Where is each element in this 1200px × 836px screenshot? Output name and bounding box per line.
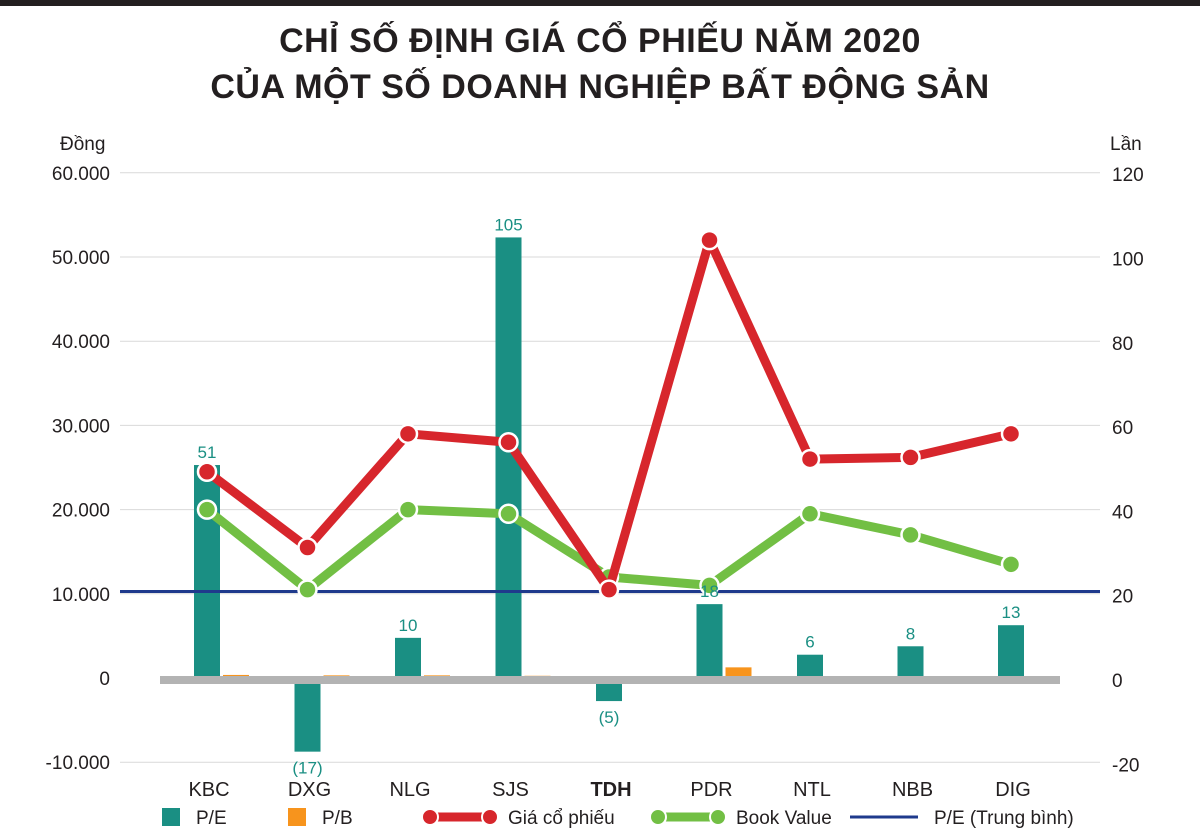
chart-title-line-2: CỦA MỘT SỐ DOANH NGHIỆP BẤT ĐỘNG SẢN [210,68,990,106]
left-tick-label: 50.000 [52,248,110,269]
stock-price-point [498,431,519,453]
left-axis-label: Đồng [60,134,105,155]
left-axis-ticks: -10.000 0 10.000 20.000 30.000 40.000 50.000 60… [46,164,110,774]
pe-bar [797,654,823,680]
stock-price-point [1000,423,1022,445]
legend-label: Book Value [736,808,832,829]
category-label: NTL [793,779,831,801]
left-tick-label: 20.000 [52,501,110,522]
zero-baseline [160,676,1060,684]
line-series [196,229,1022,600]
legend-swatch [288,808,306,826]
pe-data-label: 6 [805,633,814,652]
book-value-point [799,503,821,525]
pe-data-label: 18 [700,582,719,601]
pe-bar [696,604,723,680]
book-value-point [498,503,519,525]
right-axis-label: Lần [1110,134,1142,155]
chart-title-line-1: CHỈ SỐ ĐỊNH GIÁ CỔ PHIẾU NĂM 2020 [279,22,921,60]
pe-data-label: (17) [292,759,322,778]
right-tick-label: 0 [1112,671,1123,692]
stock-price-line [202,235,1016,595]
book-value-point [699,575,720,596]
book-value-point [397,499,419,520]
pe-data-label: 105 [494,215,522,234]
pe-bar [395,637,421,680]
left-tick-label: 0 [99,669,110,690]
stock-price-point [799,448,821,470]
book-value-point [1000,554,1022,575]
pe-bar [897,646,924,680]
legend-label: P/E (Trung bình) [934,808,1074,829]
legend: P/E P/B Giá cổ phiếu Book Value P/E (Trung b… [162,808,1074,829]
category-label: PDR [690,779,732,801]
right-tick-label: 20 [1112,587,1133,608]
stock-price-point [900,447,921,468]
stock-price-point [297,537,318,558]
category-labels: KBC DXG NLG SJS TDH PDR NTL NBB DIG [188,779,1030,801]
pe-data-label: 51 [198,443,217,462]
pe-bar [294,680,321,752]
right-axis-ticks: -20 0 20 40 60 80 100 120 [1112,165,1144,776]
right-tick-label: 40 [1112,502,1133,523]
pe-data-label: 8 [906,624,915,643]
legend-swatch-marker [709,808,727,826]
legend-label: P/E [196,808,227,829]
gridlines [120,172,1100,763]
right-tick-label: -20 [1112,755,1139,776]
left-tick-label: 10.000 [52,585,110,606]
category-label: KBC [188,779,229,801]
category-label: SJS [492,779,529,801]
stock-price-point [598,579,620,600]
chart-title: CHỈ SỐ ĐỊNH GIÁ CỔ PHIẾU NĂM 2020 CỦA MỘ… [0,18,1200,110]
category-label: DXG [288,779,331,801]
category-label: NBB [892,779,933,801]
book-value-point [297,579,318,600]
pe-bar [194,465,220,680]
legend-swatch-marker [481,808,499,826]
left-tick-label: 40.000 [52,332,110,353]
right-tick-label: 100 [1112,250,1144,271]
book-value-point [900,524,921,546]
pe-data-label: (5) [599,708,620,727]
pe-bar [596,680,622,702]
legend-label: Giá cổ phiếu [508,808,615,829]
right-tick-label: 80 [1112,334,1133,355]
zero-baseline-bar [160,676,1060,684]
category-label: NLG [389,779,430,801]
book-value-point [196,499,218,520]
legend-swatch-marker [649,808,667,826]
category-label: TDH [590,779,631,801]
pe-data-label: 13 [1002,603,1021,622]
left-tick-label: 30.000 [52,416,110,437]
stock-price-point [196,461,218,482]
category-label: DIG [995,779,1031,801]
pe-bar [998,625,1024,680]
legend-swatch [162,808,180,826]
stock-price-point [397,423,419,445]
stock-price-point [699,229,720,251]
data-labels: 51 (17) 10 105 (5) 18 6 8 13 [198,215,1021,777]
right-tick-label: 120 [1112,165,1144,186]
left-tick-label: 60.000 [52,164,110,185]
top-border [0,0,1200,6]
legend-label: P/B [322,808,353,829]
left-tick-label: -10.000 [46,753,110,774]
pe-data-label: 10 [399,616,418,635]
right-tick-label: 60 [1112,418,1133,439]
legend-swatch-marker [421,808,439,826]
bars [194,237,1053,752]
